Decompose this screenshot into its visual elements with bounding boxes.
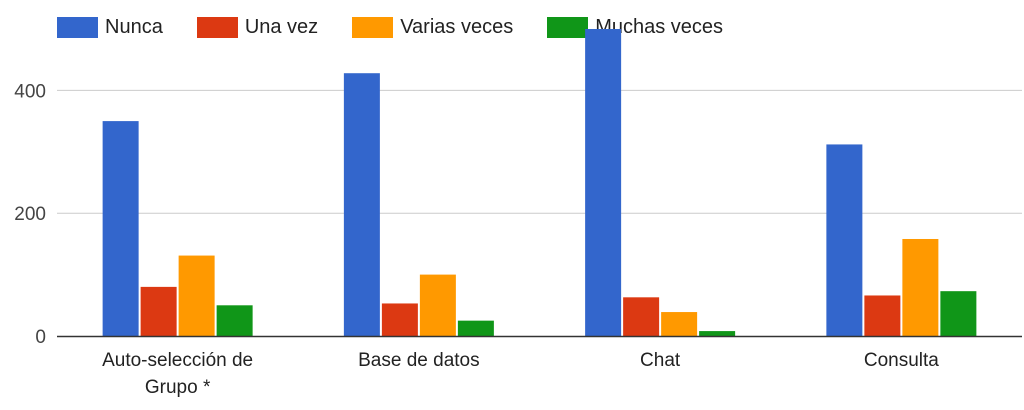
legend-item-1: Una vez [196, 16, 319, 39]
bar-3-0[interactable] [826, 144, 863, 336]
bar-1-3[interactable] [457, 320, 494, 336]
legend-label: Nunca [105, 16, 163, 38]
bar-1-1[interactable] [381, 303, 418, 336]
bar-0-1[interactable] [140, 286, 177, 336]
bar-3-2[interactable] [902, 238, 939, 336]
legend-swatch [57, 17, 98, 38]
bar-0-2[interactable] [178, 255, 215, 336]
bar-1-2[interactable] [419, 274, 456, 336]
legend-swatch [196, 17, 238, 38]
bar-1-0[interactable] [343, 73, 380, 336]
bars [102, 29, 977, 336]
bar-2-1[interactable] [623, 297, 660, 336]
legend-label: Una vez [244, 16, 319, 38]
y-axis-ticks: 0 200 400 [14, 81, 46, 348]
legend-label: Muchas veces [595, 16, 724, 38]
y-tick-label: 200 [14, 204, 46, 225]
legend-label: Varias veces [400, 16, 514, 38]
y-tick-label: 400 [14, 81, 46, 102]
bar-3-1[interactable] [864, 295, 901, 336]
x-tick-label: Consulta [864, 350, 939, 371]
x-tick-label: Auto-selección de [102, 350, 253, 371]
bar-2-0[interactable] [585, 29, 622, 336]
bar-0-3[interactable] [216, 305, 253, 336]
bar-0-0[interactable] [102, 121, 139, 336]
x-tick-label: Chat [640, 350, 681, 371]
chart-legend: Nunca Una vez Varias veces Muchas veces [57, 16, 757, 39]
bar-2-2[interactable] [661, 312, 698, 336]
legend-item-3: Muchas veces [547, 16, 723, 39]
legend-item-2: Varias veces [352, 16, 513, 39]
x-tick-label: Grupo * [145, 377, 211, 398]
bar-3-3[interactable] [940, 291, 977, 336]
legend-item-0: Nunca [57, 16, 163, 39]
y-tick-label: 0 [35, 327, 46, 348]
category-labels: Auto-selección de Grupo * Base de datos Cha… [102, 350, 939, 398]
gridlines [57, 89, 1022, 214]
legend-swatch [547, 17, 589, 38]
x-tick-label: Base de datos [358, 350, 479, 371]
legend-swatch [352, 17, 394, 38]
bar-2-3[interactable] [699, 331, 736, 336]
